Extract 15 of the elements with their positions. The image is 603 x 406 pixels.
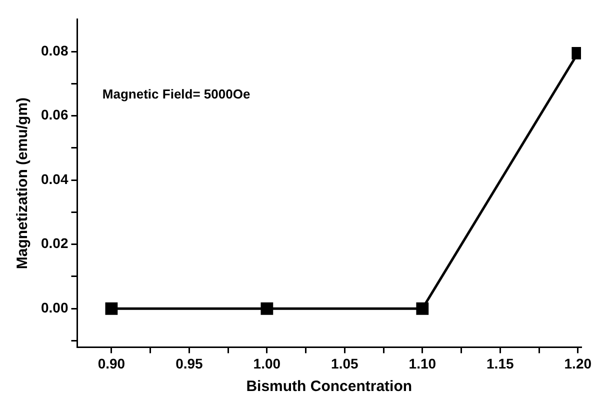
x-tick-label: 1.05	[331, 355, 359, 372]
x-tick-label: 1.00	[253, 355, 281, 372]
y-tick-label: 0.00	[41, 299, 68, 316]
annotation: Magnetic Field= 5000Oe	[102, 86, 250, 102]
y-tick-label: 0.04	[41, 170, 68, 187]
x-tick-label: 0.90	[98, 355, 126, 372]
y-tick-label: 0.08	[41, 42, 68, 58]
y-tick-label: 0.06	[41, 106, 68, 123]
x-axis-title: Bismuth Concentration	[246, 378, 412, 396]
y-axis-title: Magnetization (emu/gm)	[14, 97, 32, 270]
x-tick-label: 1.10	[408, 355, 436, 372]
x-tick-label: 1.15	[486, 355, 514, 372]
y-tick-label: 0.02	[41, 235, 68, 252]
x-tick-label: 1.20	[564, 355, 592, 372]
x-tick-label: 0.95	[176, 355, 204, 372]
